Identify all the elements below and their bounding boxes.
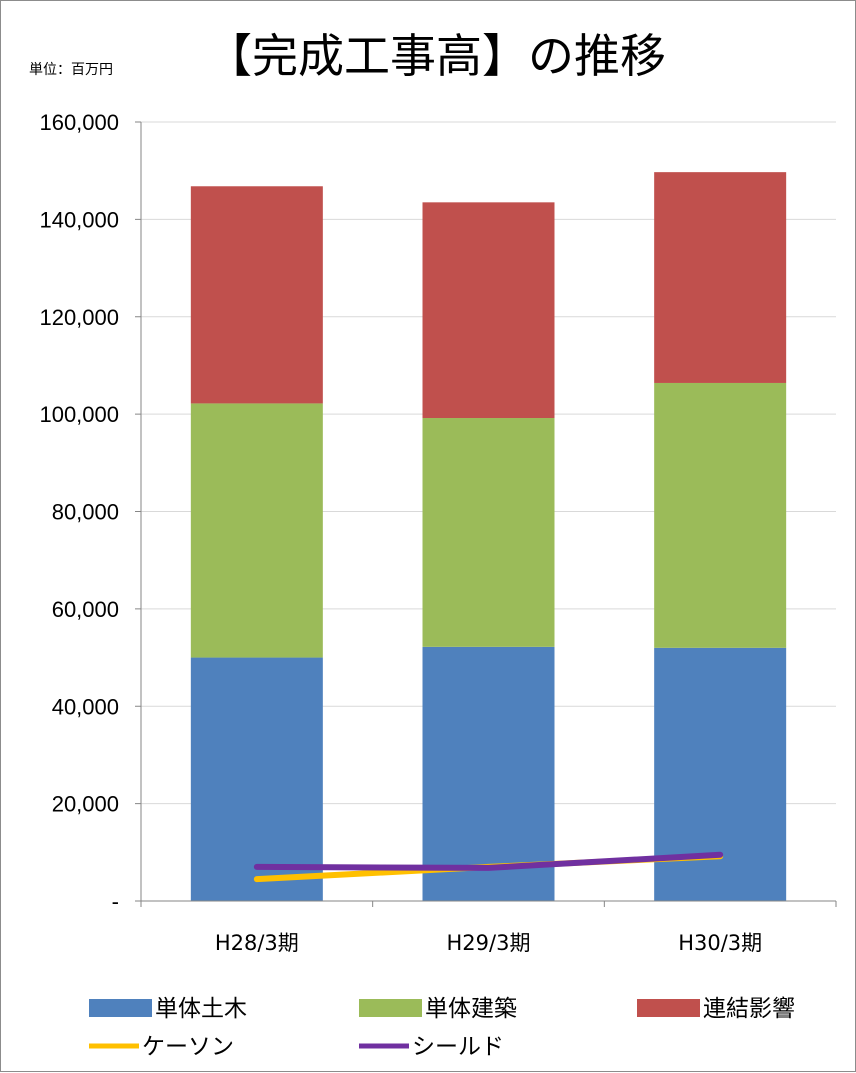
line-point [256,866,258,868]
legend-label: 単体土木 [155,996,247,1022]
bar-segment [190,403,323,658]
bar-segment [422,646,555,901]
bar-segment [190,186,323,404]
line-point [719,854,721,856]
x-tick-labels: H28/3期 H29/3期 H30/3期 [215,931,762,955]
legend-label: 単体建築 [425,996,517,1022]
y-tick-label: - [112,889,119,914]
chart-title: 【完成工事高】の推移 [206,29,666,83]
y-tick-label: 120,000 [39,305,119,330]
legend-label: 連結影響 [703,996,795,1022]
bar-segment [654,382,787,648]
y-tick-label: 160,000 [39,110,119,135]
axes [135,121,837,907]
bar-segment [654,647,787,901]
bar-segment [422,418,555,647]
y-tick-label: 40,000 [52,694,119,719]
y-tick-label: 140,000 [39,207,119,232]
line-point [488,867,489,869]
y-tick-label: 80,000 [52,500,119,525]
bar-segment [654,172,787,383]
y-tick-label: 60,000 [52,597,119,622]
legend-label: ケーソン [142,1034,234,1060]
x-tick-label: H30/3期 [678,931,762,955]
line-point [256,878,258,880]
y-tick-label: 100,000 [39,402,119,427]
bar-segment [422,202,555,419]
line-marks [253,851,724,883]
legend-label: シールド [412,1034,504,1060]
x-tick-label: H28/3期 [215,931,299,955]
bar-segment [190,657,323,901]
legend-swatch [637,999,700,1017]
legend-swatch [89,999,152,1017]
y-tick-labels: - 20,000 40,000 60,000 80,000 100,000 120,000 1… [39,110,119,914]
x-tick-label: H29/3期 [447,931,531,955]
legend-swatch [359,999,422,1017]
y-tick-label: 20,000 [52,792,119,817]
bar-marks [190,172,787,901]
unit-label: 単位：百万円 [29,62,113,78]
